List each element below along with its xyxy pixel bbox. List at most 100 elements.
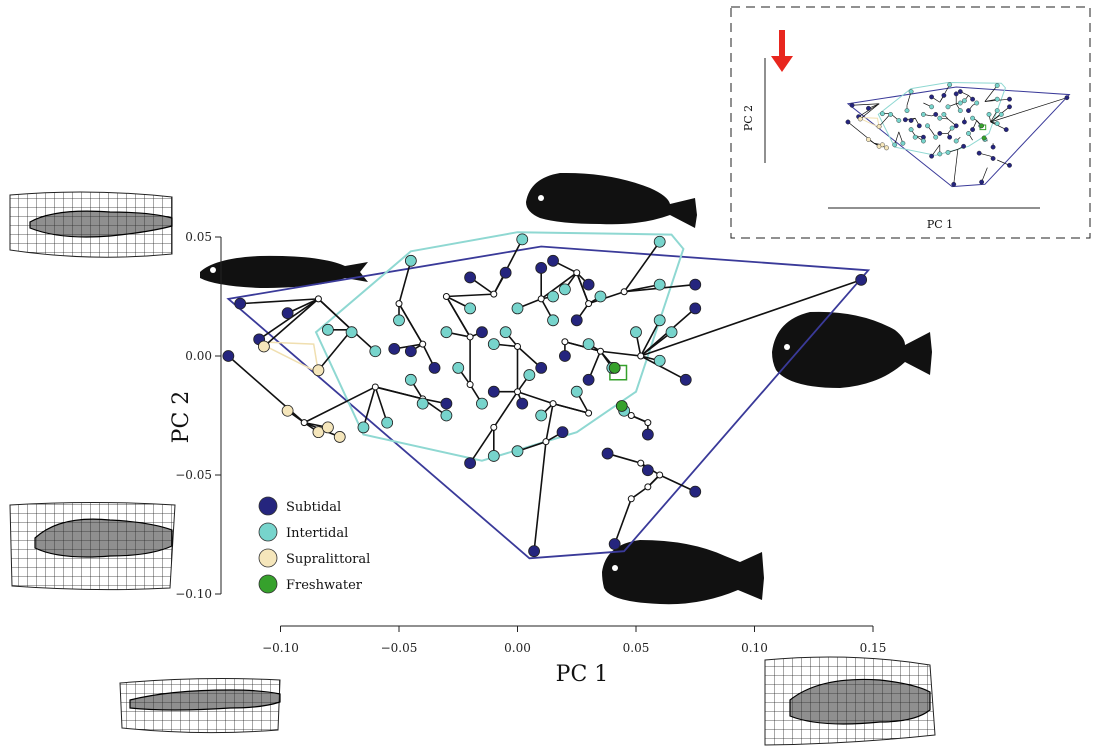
inset-branch xyxy=(990,97,1068,123)
inset-point xyxy=(916,123,922,129)
point-intertidal xyxy=(381,416,394,429)
inset-point xyxy=(866,137,871,142)
branch xyxy=(258,298,319,341)
point-subtidal xyxy=(535,262,548,274)
inset-point xyxy=(953,138,959,144)
inset-point xyxy=(904,108,910,114)
inset-branch xyxy=(860,103,880,120)
point-subtidal xyxy=(689,302,702,315)
point-subtidal xyxy=(608,538,621,550)
branch xyxy=(317,329,353,371)
ancestral-node xyxy=(300,419,308,427)
legend-swatch-freshwater xyxy=(258,574,278,594)
inset-branch xyxy=(990,121,1007,130)
point-intertidal xyxy=(523,369,536,381)
branch xyxy=(623,283,660,293)
convex-hull-intertidal xyxy=(314,231,685,462)
inset-point xyxy=(912,134,918,140)
point-subtidal xyxy=(528,545,540,558)
inset-hull-supralittoral xyxy=(857,116,880,129)
branch xyxy=(375,386,423,400)
inset-point xyxy=(979,123,985,129)
ancestral-node xyxy=(419,340,427,348)
point-intertidal xyxy=(582,338,595,351)
inset-hull-subtidal xyxy=(846,86,1071,188)
branch xyxy=(240,298,319,305)
ancestral-node xyxy=(490,290,498,298)
point-freshwater xyxy=(608,361,621,374)
inset-point xyxy=(974,100,980,106)
inset-point xyxy=(896,118,902,123)
convex-hull-subtidal xyxy=(226,245,871,560)
branch xyxy=(588,290,625,305)
point-intertidal xyxy=(345,326,358,339)
red-arrow-icon xyxy=(771,30,793,72)
inset-point xyxy=(949,125,955,131)
inset-point xyxy=(880,142,885,148)
point-intertidal xyxy=(511,302,524,315)
ancestral-node xyxy=(627,412,635,419)
branch xyxy=(469,426,495,464)
inset-point xyxy=(937,115,943,121)
point-intertidal xyxy=(535,409,548,422)
inset-point xyxy=(957,100,963,106)
y-axis-title: PC 2 xyxy=(169,391,194,444)
inset-point xyxy=(966,108,971,114)
inset-point xyxy=(970,127,975,133)
inset-point xyxy=(981,135,987,141)
inset-point xyxy=(941,112,947,117)
ancestral-node xyxy=(561,338,569,346)
inset-point xyxy=(951,181,957,187)
inset-branch xyxy=(984,85,998,102)
inset-point xyxy=(929,94,934,100)
inset-point xyxy=(990,156,996,161)
branch xyxy=(493,239,523,295)
point-intertidal xyxy=(653,314,666,327)
point-intertidal xyxy=(570,385,583,398)
legend-swatch-intertidal xyxy=(258,522,278,542)
point-subtidal xyxy=(281,307,294,320)
inset-point xyxy=(994,96,1000,102)
point-intertidal xyxy=(393,314,405,327)
x-axis: −0.10 −0.05 0.00 0.05 0.10 0.15 xyxy=(262,625,886,655)
branch xyxy=(398,303,424,345)
inset-x-axis-title: PC 1 xyxy=(927,218,953,231)
point-subtidal xyxy=(601,447,614,460)
point-subtidal xyxy=(476,326,488,339)
fish-silhouette-elongate xyxy=(200,255,368,288)
ancestral-node xyxy=(585,409,593,417)
point-intertidal xyxy=(416,397,429,410)
ancestral-node xyxy=(637,352,645,360)
x-tick-label: 0.05 xyxy=(623,641,650,655)
inset-point xyxy=(908,127,914,133)
inset-point xyxy=(957,108,963,114)
inset-panel: PC 1 PC 2 xyxy=(730,6,1091,239)
branch xyxy=(317,298,353,331)
point-subtidal xyxy=(582,278,595,291)
point-subtidal xyxy=(689,485,702,498)
fish-silhouette-bottom xyxy=(602,540,764,605)
inset-point xyxy=(884,145,889,151)
ancestral-node xyxy=(395,300,403,308)
legend-swatch-subtidal xyxy=(258,496,278,516)
point-supralittoral xyxy=(321,421,334,434)
ancestral-node xyxy=(596,347,604,355)
inset-point xyxy=(941,93,947,98)
inset-point xyxy=(1007,96,1012,102)
inset-point xyxy=(929,153,934,159)
inset-plot xyxy=(845,81,1071,188)
inset-point xyxy=(947,82,953,88)
branch xyxy=(613,498,633,545)
inset-point xyxy=(937,130,943,136)
branch xyxy=(398,260,412,304)
inset-point xyxy=(925,123,930,129)
legend-label-subtidal: Subtidal xyxy=(286,500,341,515)
inset-point xyxy=(929,104,934,110)
branch xyxy=(640,319,661,357)
deformation-grid-top-left xyxy=(9,191,173,258)
point-subtidal xyxy=(487,385,500,398)
phylogeny-nodes xyxy=(300,269,664,503)
point-subtidal xyxy=(404,345,417,358)
